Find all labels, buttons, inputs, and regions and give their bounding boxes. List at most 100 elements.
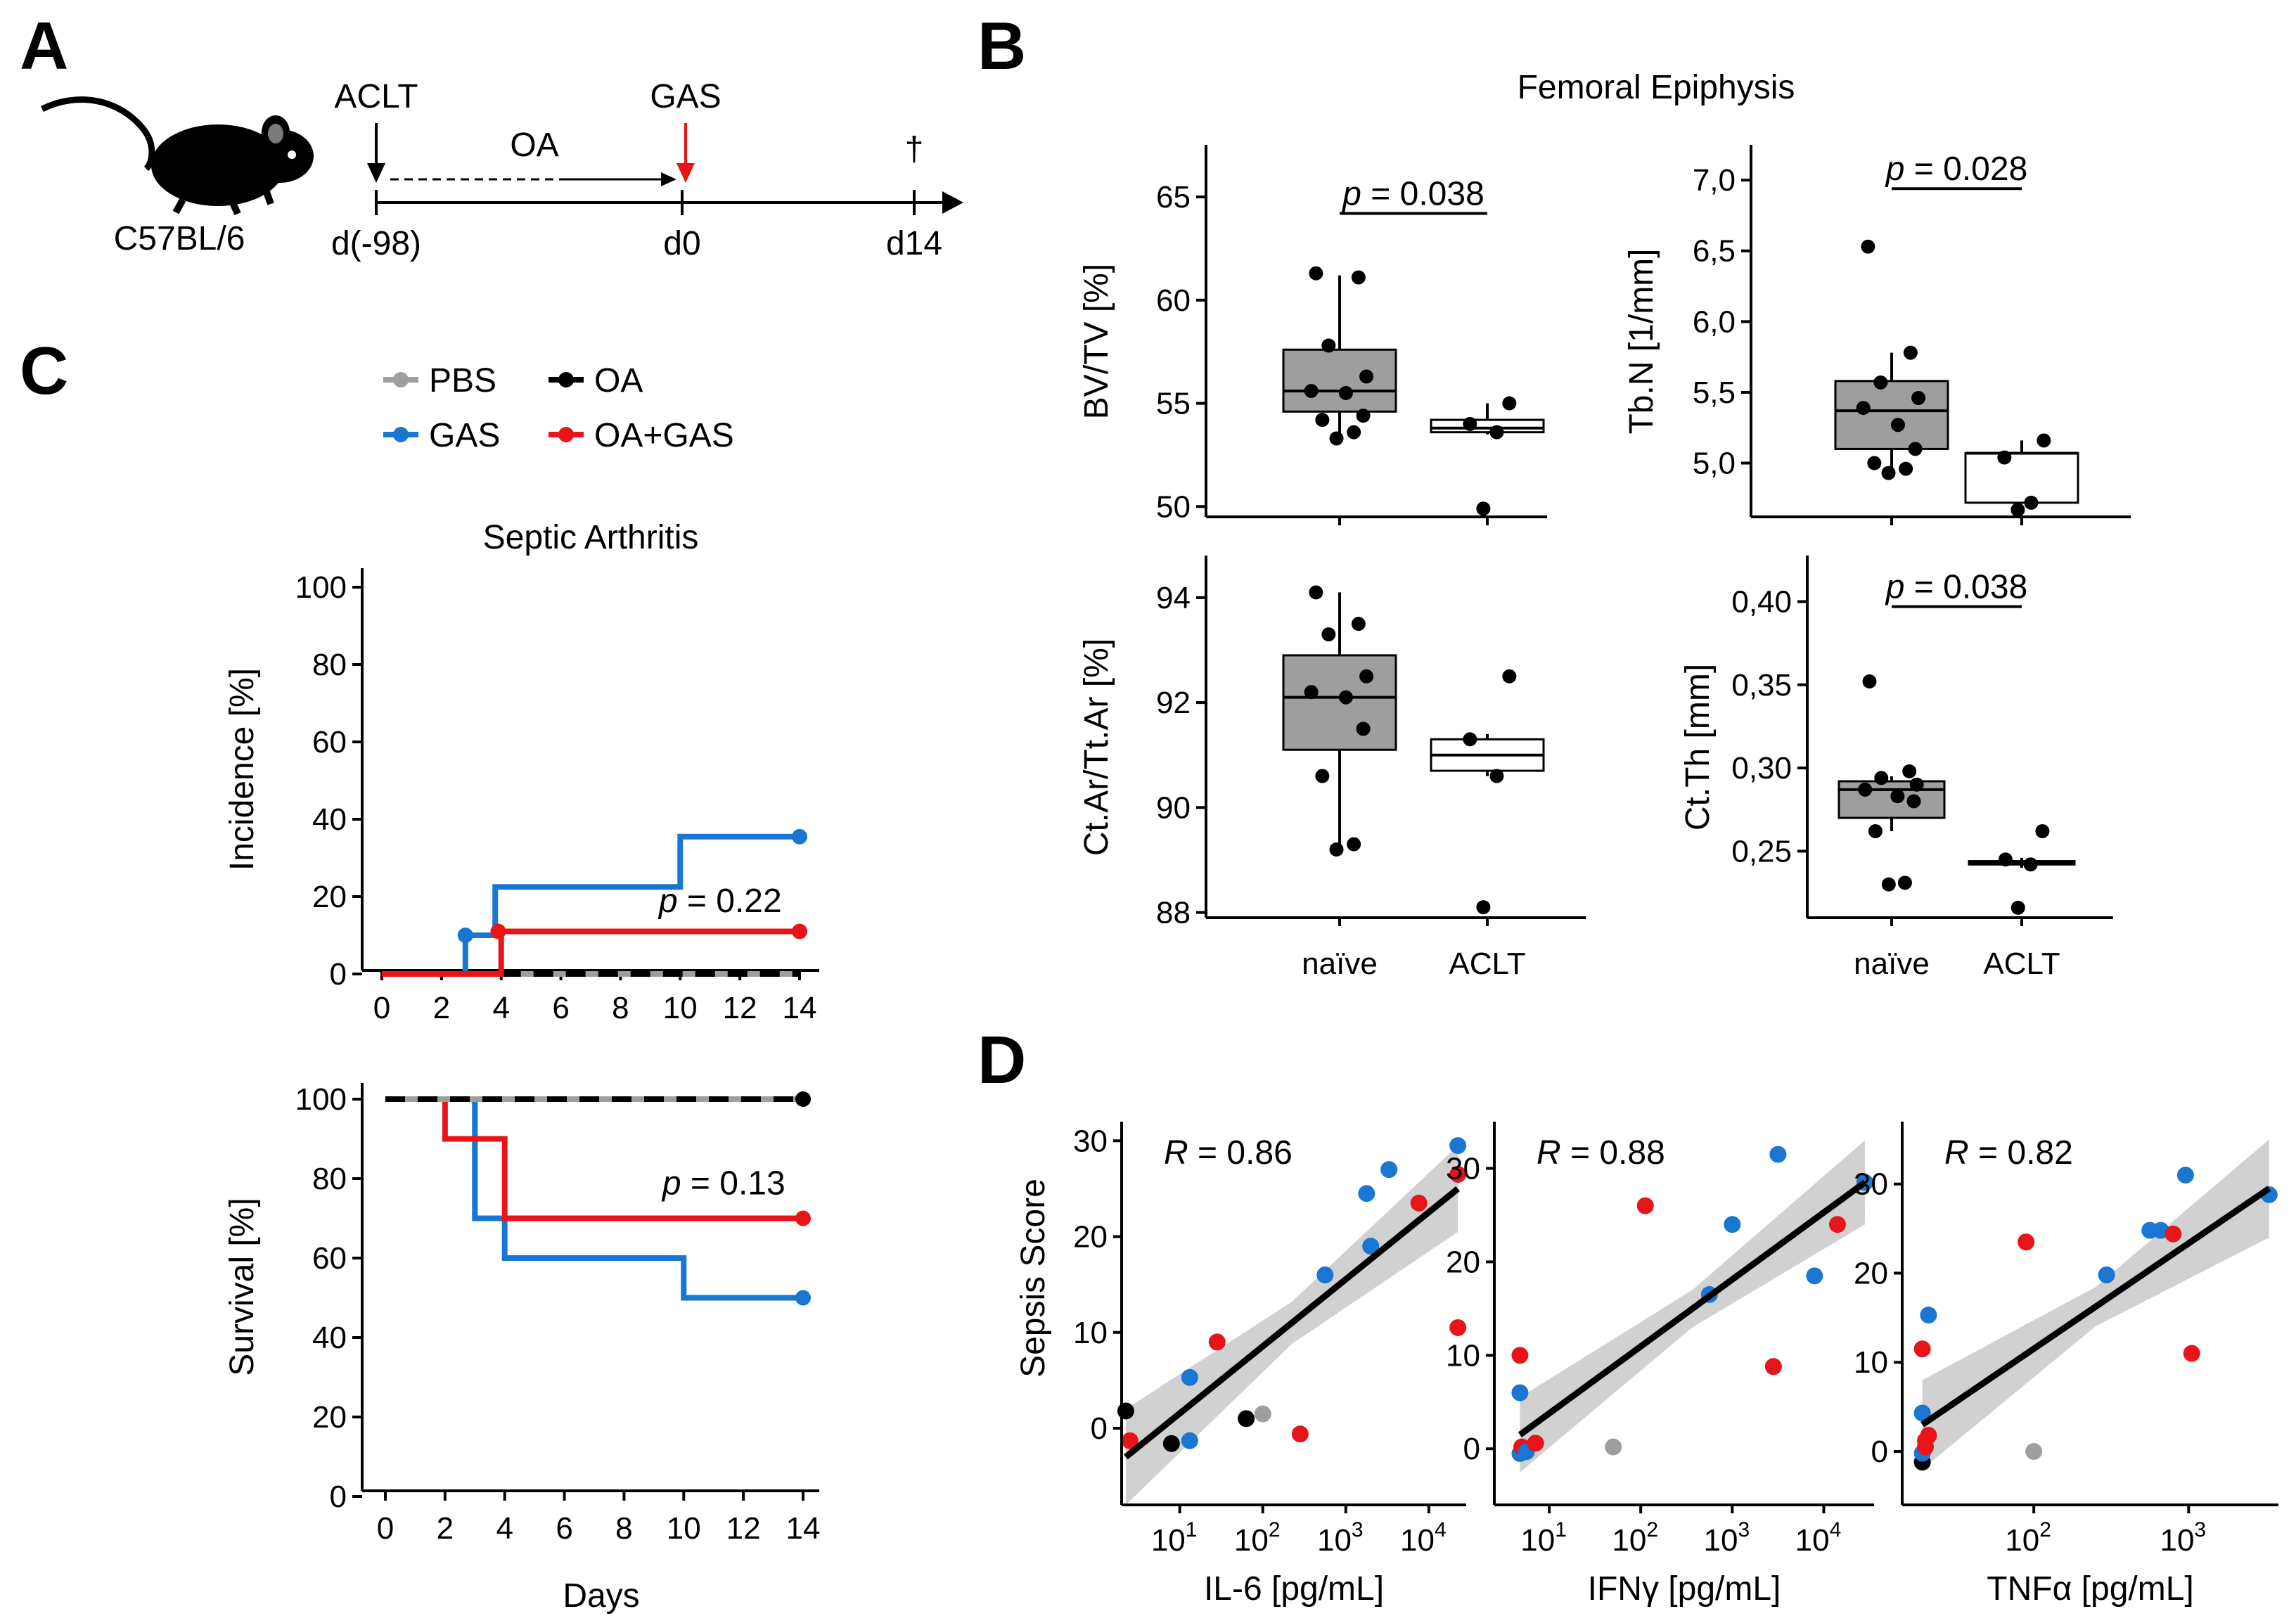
data-point [1356,722,1371,736]
data-point [1913,1340,1931,1358]
data-point [2023,857,2038,872]
x-tick-label: 6 [552,991,569,1025]
y-tick-label: 80 [312,1162,347,1196]
data-point [1304,685,1319,700]
y-tick-label: 5,0 [1693,447,1736,481]
y-tick-label: 50 [1156,489,1191,524]
data-point [1998,852,2013,867]
y-tick-label: 0,30 [1731,751,1792,785]
data-point [1347,425,1361,440]
y-tick-label: 6,0 [1693,304,1736,339]
data-point [1359,669,1374,684]
y-tick-label: 94 [1156,581,1191,615]
x-tick-label: 104 [1400,1518,1447,1558]
correlation-label: R = 0.86 [1164,1134,1293,1172]
x-tick-label: 10 [667,1511,701,1546]
data-point [1511,1384,1529,1402]
data-point [1881,877,1896,892]
data-point [1463,416,1477,431]
y-axis-label: BV/TV [%] [1078,264,1115,419]
y-tick-label: 60 [312,1241,347,1276]
legend-label: PBS [429,362,496,399]
legend-marker [558,372,574,387]
y-tick-label: 100 [295,570,347,605]
p-value: p = 0.22 [658,883,782,920]
y-axis-label: Sepsis Score [1015,1179,1052,1378]
series-dot [457,928,473,943]
data-point [1321,338,1336,353]
data-point [2183,1345,2200,1362]
data-point [1449,1137,1467,1155]
y-tick-label: 92 [1156,686,1191,720]
data-point [1906,794,1921,809]
y-tick-label: 7,0 [1693,163,1736,198]
oa-label: OA [510,127,558,164]
data-point [1359,369,1374,384]
data-point [1897,876,1912,890]
x-tick-label: 0 [377,1511,394,1546]
data-point [1636,1197,1654,1214]
data-point [1858,782,1873,797]
data-point [1902,764,1917,778]
data-point [1208,1333,1226,1351]
x-tick-label: 10 [663,991,698,1025]
day-end-label: d14 [886,225,942,262]
x-axis-label: IL-6 [pg/mL] [1204,1570,1384,1608]
data-point [1908,442,1923,456]
x-tick-label: naïve [1854,947,1930,981]
y-tick-label: 0,40 [1731,584,1792,619]
x-tick-label: 104 [1795,1518,1842,1558]
data-point [2010,502,2025,517]
data-point [1867,456,1882,470]
data-point [1380,1161,1398,1179]
y-tick-label: 20 [312,880,347,914]
p-value: p = 0.038 [1341,176,1484,213]
data-point [1856,401,1871,416]
data-point [1489,425,1504,440]
panel-a-timeline: C57BL/6 ACLT OA GAS † d(-98) d0 d14 [40,78,963,262]
data-point [1861,239,1875,254]
y-tick-label: 30 [1073,1124,1108,1158]
timeline-arrowhead [942,191,963,214]
data-point [1913,1404,1931,1422]
data-point [1920,1307,1937,1324]
data-point [1254,1405,1271,1423]
y-tick-label: 90 [1156,790,1191,825]
data-point [1899,461,1913,476]
boxplot-ctar: 88 90 92 94 Ct.Ar/Tt.Ar [%] naïve ACLT [1078,556,1586,981]
data-point [1909,777,1924,792]
legend-label: OA+GAS [594,417,734,454]
gas-label: GAS [650,78,721,115]
data-point [1881,466,1896,480]
x-tick-label: 4 [496,1511,513,1546]
dagger-symbol: † [905,131,924,168]
series-line-gas [385,1096,803,1301]
series-dot [792,923,807,940]
x-tick-label: 103 [1317,1518,1364,1558]
data-point [1309,585,1323,600]
data-point [1181,1368,1198,1386]
data-point [1315,769,1330,783]
legend-label: GAS [429,417,500,454]
data-point [1828,1216,1846,1233]
x-tick-label: 6 [556,1511,572,1546]
data-point [1463,732,1477,747]
data-point [1511,1347,1529,1364]
x-tick-label: 14 [786,1511,821,1546]
data-point [2025,1442,2043,1460]
regression-line [1920,1186,2271,1428]
panel-b-label: B [977,8,1026,84]
x-tick-label: naïve [1302,947,1378,981]
y-tick-label: 65 [1156,180,1191,214]
data-point [1181,1432,1198,1449]
data-point [2098,1266,2115,1283]
data-point [1338,385,1353,400]
y-tick-label: 0 [330,957,347,992]
box-ACLT [1430,418,1545,434]
y-axis-label: Tb.N [1/mm] [1623,248,1660,434]
data-point [1338,690,1353,705]
mouse-icon [40,96,314,216]
data-point [1356,409,1371,423]
x-tick-label: ACLT [1983,947,2060,981]
